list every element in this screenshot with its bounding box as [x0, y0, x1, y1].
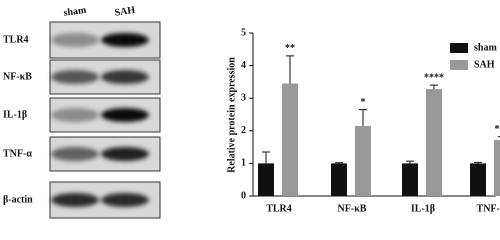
blot-band: [51, 33, 99, 47]
legend-swatch: [450, 43, 468, 53]
error-bar: [430, 84, 438, 90]
blot-band: [51, 193, 99, 207]
blot-column-label: sham: [63, 5, 88, 19]
legend-swatch: [450, 60, 468, 70]
bar: [258, 163, 274, 196]
western-blot: sham SAH TLR4 NF-κB IL-1β TNF-α β-actin: [3, 5, 161, 219]
error-bar: [359, 109, 367, 126]
legend-label: SAH: [474, 59, 495, 70]
blot-band: [101, 70, 149, 84]
blot-row-label: IL-1β: [3, 109, 27, 120]
x-tick-label: IL-1β: [411, 203, 435, 214]
error-bar: [262, 151, 270, 164]
blot-column-label: SAH: [114, 5, 136, 19]
blot-band: [101, 33, 149, 47]
blot-row-label: TLR4: [3, 34, 29, 45]
bar: [426, 89, 442, 196]
error-bar: [286, 55, 294, 84]
y-tick-label: 0: [241, 190, 246, 201]
figure: sham SAH TLR4 NF-κB IL-1β TNF-α β-actin Relati…: [3, 5, 500, 219]
blot-band: [101, 108, 149, 122]
error-bar: [498, 136, 500, 138]
blot-band: [51, 147, 99, 161]
error-bar: [474, 161, 482, 164]
blot-row-label: TNF-α: [3, 148, 32, 159]
blot-row-label: NF-κB: [3, 71, 32, 82]
bar: [282, 83, 298, 196]
bar: [355, 125, 371, 196]
x-tick-label: NF-κB: [338, 203, 367, 214]
error-bar: [335, 162, 343, 164]
significance-label: ***: [495, 124, 500, 135]
blot-row-label: β-actin: [3, 194, 33, 205]
bar: [331, 163, 347, 196]
blot-band: [51, 70, 99, 84]
y-tick-label: 2: [241, 125, 246, 136]
bar: [470, 163, 486, 196]
significance-label: *: [361, 97, 366, 108]
x-tick-label: TLR4: [266, 203, 292, 214]
bar: [402, 163, 418, 196]
legend-label: sham: [474, 42, 497, 53]
y-axis-label: Relative protein expression: [226, 57, 237, 173]
y-tick-label: 5: [241, 27, 246, 38]
y-tick-label: 3: [241, 92, 246, 103]
bar: [494, 139, 500, 196]
y-tick-label: 4: [241, 60, 246, 71]
error-bar: [406, 160, 414, 164]
blot-band: [101, 193, 149, 207]
blot-band: [51, 108, 99, 122]
significance-label: ****: [424, 72, 444, 83]
x-tick-label: TNF-α: [477, 203, 500, 214]
significance-label: **: [285, 43, 295, 54]
y-tick-label: 1: [241, 158, 246, 169]
blot-band: [101, 147, 149, 161]
